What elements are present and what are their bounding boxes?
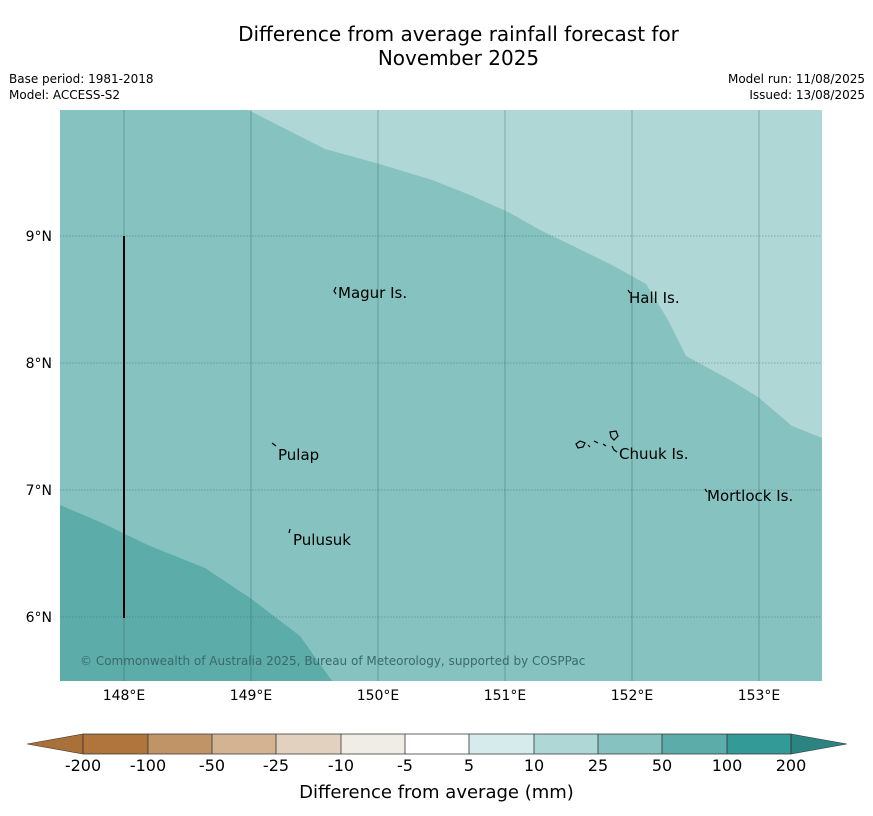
place-label-chuuk: Chuuk Is. <box>619 445 688 463</box>
model-run-label: Model run: 11/08/2025 <box>727 72 865 86</box>
colorbar-swatch-8 <box>534 734 598 754</box>
lon-label-150: 150°E <box>357 688 400 704</box>
colorbar-swatch-1 <box>83 734 148 754</box>
colorbar-tick-neg200: -200 <box>64 756 102 775</box>
colorbar-tick-neg10: -10 <box>327 756 355 775</box>
lat-label-6: 6°N <box>26 610 52 626</box>
colorbar-swatch-3 <box>212 734 276 754</box>
colorbar-tick-neg100: -100 <box>129 756 167 775</box>
lat-label-9: 9°N <box>26 229 52 245</box>
title-line-2: November 2025 <box>377 46 540 70</box>
pulap-island <box>271 442 277 447</box>
place-label-magur: Magur Is. <box>338 284 407 302</box>
colorbar-dividers <box>82 733 792 755</box>
colorbar-swatch-6 <box>405 734 469 754</box>
colorbar-tick-100: 100 <box>711 756 743 775</box>
colorbar-tick-neg5: -5 <box>397 756 413 775</box>
place-label-hall: Hall Is. <box>629 289 680 307</box>
latitude-labels: 9°N 8°N 7°N 6°N <box>26 229 52 626</box>
lat-label-8: 8°N <box>26 356 52 372</box>
pulusuk-island <box>288 528 291 534</box>
longitude-labels: 148°E 149°E 150°E 151°E 152°E 153°E <box>103 688 781 704</box>
title-line-1: Difference from average rainfall forecas… <box>238 22 679 46</box>
colorbar-swatch-5 <box>341 734 405 754</box>
colorbar-title: Difference from average (mm) <box>299 782 574 803</box>
model-label: Model: ACCESS-S2 <box>9 88 121 102</box>
issued-label: Issued: 13/08/2025 <box>749 88 865 102</box>
colorbar-swatch-4 <box>276 734 341 754</box>
colorbar-tick-200: 200 <box>775 756 807 775</box>
place-labels: Magur Is. Hall Is. Pulap Chuuk Is. Mortl… <box>278 284 793 549</box>
lon-label-148: 148°E <box>103 688 146 704</box>
colorbar-swatch-7 <box>469 734 534 754</box>
colorbar-tick-25: 25 <box>587 756 609 775</box>
lon-label-153: 153°E <box>738 688 781 704</box>
colorbar-swatch-10 <box>662 734 727 754</box>
meta-left: Base period: 1981-2018 Model: ACCESS-S2 <box>9 71 154 103</box>
island-shapes <box>271 286 708 534</box>
lon-label-149: 149°E <box>230 688 273 704</box>
lon-label-151: 151°E <box>484 688 527 704</box>
colorbar-swatch-2 <box>148 734 212 754</box>
lon-label-152: 152°E <box>611 688 654 704</box>
colorbar-swatch-11 <box>727 734 791 754</box>
colorbar-tick-neg25: -25 <box>262 756 290 775</box>
meta-right: Model run: 11/08/2025 Issued: 13/08/2025 <box>728 71 865 103</box>
colorbar-swatch-9 <box>598 734 662 754</box>
colorbar-tick-50: 50 <box>651 756 673 775</box>
copyright-notice: © Commonwealth of Australia 2025, Bureau… <box>80 654 585 668</box>
lat-label-7: 7°N <box>26 483 52 499</box>
place-label-pulusuk: Pulusuk <box>293 531 351 549</box>
place-label-mortlock: Mortlock Is. <box>707 487 793 505</box>
map-fill <box>60 110 822 681</box>
hall-island <box>627 289 631 294</box>
map-title: Difference from average rainfall forecas… <box>0 22 873 70</box>
region-10-25 <box>248 110 822 438</box>
region-50-100 <box>60 505 332 681</box>
mortlock-island <box>704 488 708 493</box>
colorbar-arrow-right <box>790 733 848 755</box>
base-period-label: Base period: 1981-2018 <box>9 72 154 86</box>
colorbar-tick-10: 10 <box>523 756 545 775</box>
magur-island <box>333 286 337 295</box>
place-label-pulap: Pulap <box>278 446 319 464</box>
chuuk-lagoon <box>575 430 619 453</box>
colorbar-tick-neg50: -50 <box>198 756 226 775</box>
colorbar-tick-5: 5 <box>463 756 475 775</box>
colorbar-arrow-left <box>26 733 84 755</box>
